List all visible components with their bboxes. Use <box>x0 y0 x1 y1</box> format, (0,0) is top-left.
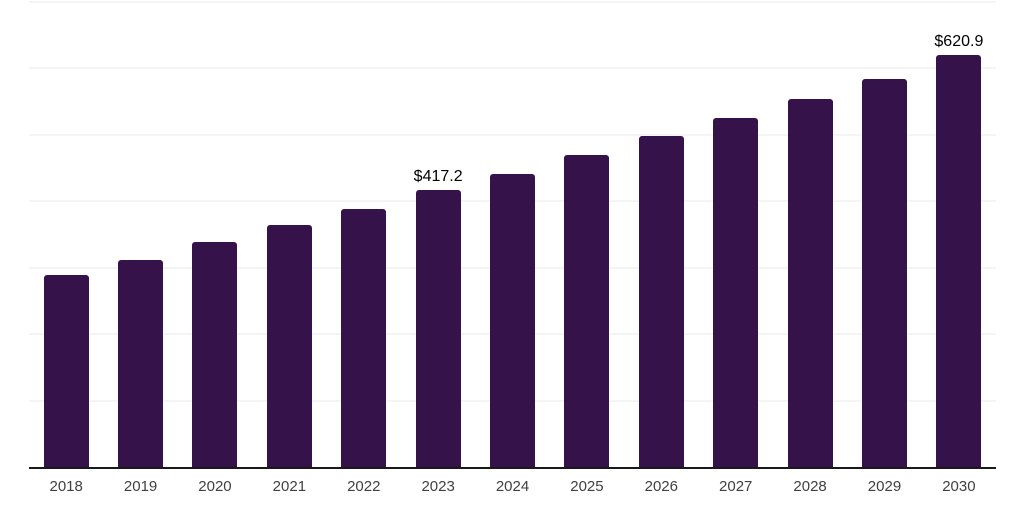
bar-2018[interactable] <box>43 275 89 467</box>
bar-2024[interactable] <box>490 173 536 467</box>
x-axis-label: 2022 <box>347 478 381 495</box>
x-axis-label: 2024 <box>495 478 530 495</box>
bar-slot <box>252 2 326 467</box>
plot-area: $417.2 $620.9 <box>29 1 996 469</box>
gridline <box>29 133 996 136</box>
bar-slot: $620.9 <box>922 2 996 467</box>
x-axis-label: 2025 <box>570 478 604 495</box>
x-axis-label: 2030 <box>942 478 976 495</box>
gridline <box>29 67 996 70</box>
x-axis-label: 2018 <box>49 478 83 495</box>
bar-value-label: $417.2 <box>413 167 463 185</box>
bar-slot <box>475 2 549 467</box>
bar-slot <box>29 2 103 467</box>
bar-slot <box>103 2 177 467</box>
bar-2021[interactable] <box>266 224 312 467</box>
bar-2019[interactable] <box>118 259 164 467</box>
bar-2027[interactable] <box>713 118 759 467</box>
x-axis-label: 2023 <box>421 478 455 495</box>
bar-slot <box>624 2 698 467</box>
bar-2030[interactable]: $620.9 <box>934 33 983 467</box>
x-axis-label: 2028 <box>793 478 827 495</box>
bar-2029[interactable] <box>861 78 907 467</box>
bar-2020[interactable] <box>192 241 238 467</box>
bar-slot <box>550 2 624 467</box>
bar-slot <box>699 2 773 467</box>
x-axis: 2018 2019 2020 2021 2022 2023 2024 2025 2026 2027… <box>29 478 996 495</box>
bar-slot <box>178 2 252 467</box>
x-axis-label: 2020 <box>198 478 232 495</box>
bar-slot <box>773 2 847 467</box>
bar-2025[interactable] <box>564 154 610 467</box>
x-axis-label: 2029 <box>867 478 902 495</box>
bar-2022[interactable] <box>341 209 387 467</box>
bar-value-label: $620.9 <box>934 32 984 50</box>
bar-2026[interactable] <box>638 136 684 467</box>
bar-2028[interactable] <box>787 99 833 467</box>
x-axis-label: 2019 <box>123 478 158 495</box>
bars-row: $417.2 $620.9 <box>29 2 996 467</box>
bar-slot: $417.2 <box>401 2 475 467</box>
bar-slot <box>847 2 921 467</box>
x-axis-label: 2021 <box>272 478 307 495</box>
gridline <box>29 1 996 3</box>
x-axis-label: 2027 <box>719 478 753 495</box>
bar-slot <box>327 2 401 467</box>
x-axis-label: 2026 <box>644 478 678 495</box>
bar-2023[interactable]: $417.2 <box>414 168 463 467</box>
bar-chart: $417.2 $620.9 2018 2019 2020 2021 2022 2023 202… <box>29 1 996 495</box>
